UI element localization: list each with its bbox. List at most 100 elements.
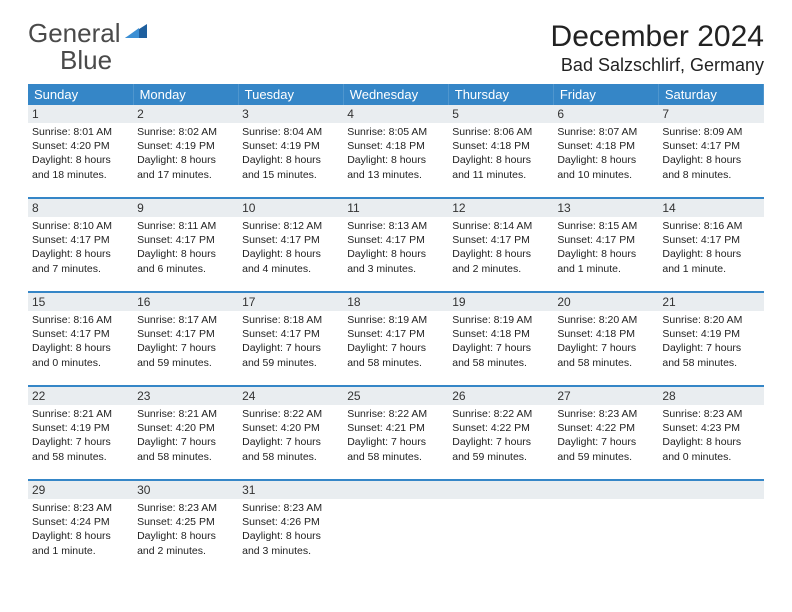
- day-cell: 14 Sunrise: 8:16 AMSunset: 4:17 PMDayligh…: [658, 198, 763, 292]
- day-info: Sunrise: 8:23 AMSunset: 4:22 PMDaylight:…: [557, 407, 654, 464]
- day-info: Sunrise: 8:19 AMSunset: 4:18 PMDaylight:…: [452, 313, 549, 370]
- day-cell: 19 Sunrise: 8:19 AMSunset: 4:18 PMDayligh…: [448, 292, 553, 386]
- sunrise-text: Sunrise: 8:20 AM: [557, 313, 654, 327]
- sunrise-text: Sunrise: 8:16 AM: [662, 219, 759, 233]
- dow-header: Thursday: [448, 84, 553, 105]
- sunrise-text: Sunrise: 8:21 AM: [32, 407, 129, 421]
- sunset-text: Sunset: 4:24 PM: [32, 515, 129, 529]
- day-cell: 8Sunrise: 8:10 AMSunset: 4:17 PMDaylight…: [28, 198, 133, 292]
- daylight-text: Daylight: 8 hours and 0 minutes.: [32, 341, 129, 369]
- sunset-text: Sunset: 4:18 PM: [557, 327, 654, 341]
- sunset-text: Sunset: 4:20 PM: [137, 421, 234, 435]
- day-info: Sunrise: 8:23 AMSunset: 4:23 PMDaylight:…: [662, 407, 759, 464]
- sunrise-text: Sunrise: 8:12 AM: [242, 219, 339, 233]
- sunrise-text: Sunrise: 8:01 AM: [32, 125, 129, 139]
- sunset-text: Sunset: 4:20 PM: [242, 421, 339, 435]
- day-cell: 16Sunrise: 8:17 AMSunset: 4:17 PMDayligh…: [133, 292, 238, 386]
- day-cell: 29Sunrise: 8:23 AMSunset: 4:24 PMDayligh…: [28, 480, 133, 573]
- day-number: 21: [658, 293, 763, 311]
- location-text: Bad Salzschlirf, Germany: [551, 55, 764, 76]
- daylight-text: Daylight: 7 hours and 58 minutes.: [347, 435, 444, 463]
- daylight-text: Daylight: 8 hours and 8 minutes.: [662, 153, 759, 181]
- day-cell: 20Sunrise: 8:20 AMSunset: 4:18 PMDayligh…: [553, 292, 658, 386]
- daylight-text: Daylight: 7 hours and 58 minutes.: [557, 341, 654, 369]
- day-info: Sunrise: 8:06 AMSunset: 4:18 PMDaylight:…: [452, 125, 549, 182]
- sunrise-text: Sunrise: 8:11 AM: [137, 219, 234, 233]
- day-info: Sunrise: 8:13 AMSunset: 4:17 PMDaylight:…: [347, 219, 444, 276]
- day-info: Sunrise: 8:12 AMSunset: 4:17 PMDaylight:…: [242, 219, 339, 276]
- sunset-text: Sunset: 4:17 PM: [452, 233, 549, 247]
- dow-header: Tuesday: [238, 84, 343, 105]
- sunrise-text: Sunrise: 8:17 AM: [137, 313, 234, 327]
- day-number: 26: [448, 387, 553, 405]
- daylight-text: Daylight: 8 hours and 2 minutes.: [137, 529, 234, 557]
- day-cell: [448, 480, 553, 573]
- sunrise-text: Sunrise: 8:22 AM: [452, 407, 549, 421]
- sunset-text: Sunset: 4:17 PM: [32, 327, 129, 341]
- daylight-text: Daylight: 8 hours and 1 minute.: [662, 247, 759, 275]
- day-number: 6: [553, 105, 658, 123]
- calendar-body: 1Sunrise: 8:01 AMSunset: 4:20 PMDaylight…: [28, 105, 764, 573]
- day-number: 5: [448, 105, 553, 123]
- sunrise-text: Sunrise: 8:21 AM: [137, 407, 234, 421]
- dow-header: Friday: [553, 84, 658, 105]
- day-info: Sunrise: 8:22 AMSunset: 4:22 PMDaylight:…: [452, 407, 549, 464]
- sunset-text: Sunset: 4:18 PM: [557, 139, 654, 153]
- day-number: 11: [343, 199, 448, 217]
- day-cell: 9 Sunrise: 8:11 AMSunset: 4:17 PMDaylight…: [133, 198, 238, 292]
- brand-word2: Blue: [60, 45, 112, 75]
- sunset-text: Sunset: 4:17 PM: [137, 233, 234, 247]
- day-cell: 15Sunrise: 8:16 AMSunset: 4:17 PMDayligh…: [28, 292, 133, 386]
- sunset-text: Sunset: 4:17 PM: [137, 327, 234, 341]
- sunrise-text: Sunrise: 8:18 AM: [242, 313, 339, 327]
- day-number: 4: [343, 105, 448, 123]
- daylight-text: Daylight: 7 hours and 58 minutes.: [452, 341, 549, 369]
- dow-header: Sunday: [28, 84, 133, 105]
- day-cell: 2Sunrise: 8:02 AMSunset: 4:19 PMDaylight…: [133, 105, 238, 198]
- day-number: [343, 481, 448, 499]
- day-cell: [553, 480, 658, 573]
- day-info: Sunrise: 8:23 AMSunset: 4:26 PMDaylight:…: [242, 501, 339, 558]
- sunset-text: Sunset: 4:26 PM: [242, 515, 339, 529]
- day-number: 17: [238, 293, 343, 311]
- day-number: 19: [448, 293, 553, 311]
- day-info: Sunrise: 8:11 AMSunset: 4:17 PMDaylight:…: [137, 219, 234, 276]
- sunrise-text: Sunrise: 8:23 AM: [662, 407, 759, 421]
- sunrise-text: Sunrise: 8:19 AM: [347, 313, 444, 327]
- daylight-text: Daylight: 8 hours and 1 minute.: [557, 247, 654, 275]
- day-info: Sunrise: 8:02 AMSunset: 4:19 PMDaylight:…: [137, 125, 234, 182]
- day-info: Sunrise: 8:23 AMSunset: 4:25 PMDaylight:…: [137, 501, 234, 558]
- day-number: 27: [553, 387, 658, 405]
- day-number: 18: [343, 293, 448, 311]
- day-cell: 26 Sunrise: 8:22 AMSunset: 4:22 PMDayligh…: [448, 386, 553, 480]
- sunset-text: Sunset: 4:19 PM: [662, 327, 759, 341]
- day-number: 31: [238, 481, 343, 499]
- day-number: 9: [133, 199, 238, 217]
- week-row: 29Sunrise: 8:23 AMSunset: 4:24 PMDayligh…: [28, 480, 764, 573]
- daylight-text: Daylight: 7 hours and 58 minutes.: [242, 435, 339, 463]
- day-cell: 25Sunrise: 8:22 AMSunset: 4:21 PMDayligh…: [343, 386, 448, 480]
- day-number: [448, 481, 553, 499]
- sunrise-text: Sunrise: 8:16 AM: [32, 313, 129, 327]
- day-cell: 5 Sunrise: 8:06 AMSunset: 4:18 PMDaylight…: [448, 105, 553, 198]
- sunrise-text: Sunrise: 8:20 AM: [662, 313, 759, 327]
- day-number: 1: [28, 105, 133, 123]
- daylight-text: Daylight: 8 hours and 11 minutes.: [452, 153, 549, 181]
- dow-header-row: SundayMondayTuesdayWednesdayThursdayFrid…: [28, 84, 764, 105]
- day-cell: 30Sunrise: 8:23 AMSunset: 4:25 PMDayligh…: [133, 480, 238, 573]
- day-cell: 28Sunrise: 8:23 AMSunset: 4:23 PMDayligh…: [658, 386, 763, 480]
- day-cell: 11 Sunrise: 8:13 AMSunset: 4:17 PMDayligh…: [343, 198, 448, 292]
- daylight-text: Daylight: 8 hours and 15 minutes.: [242, 153, 339, 181]
- sunset-text: Sunset: 4:17 PM: [242, 327, 339, 341]
- daylight-text: Daylight: 7 hours and 59 minutes.: [452, 435, 549, 463]
- title-block: December 2024 Bad Salzschlirf, Germany: [551, 20, 764, 76]
- week-row: 15Sunrise: 8:16 AMSunset: 4:17 PMDayligh…: [28, 292, 764, 386]
- day-number: 3: [238, 105, 343, 123]
- sunrise-text: Sunrise: 8:23 AM: [242, 501, 339, 515]
- sunrise-text: Sunrise: 8:04 AM: [242, 125, 339, 139]
- sunrise-text: Sunrise: 8:07 AM: [557, 125, 654, 139]
- sunset-text: Sunset: 4:23 PM: [662, 421, 759, 435]
- day-number: 14: [658, 199, 763, 217]
- day-info: Sunrise: 8:16 AMSunset: 4:17 PMDaylight:…: [662, 219, 759, 276]
- daylight-text: Daylight: 8 hours and 1 minute.: [32, 529, 129, 557]
